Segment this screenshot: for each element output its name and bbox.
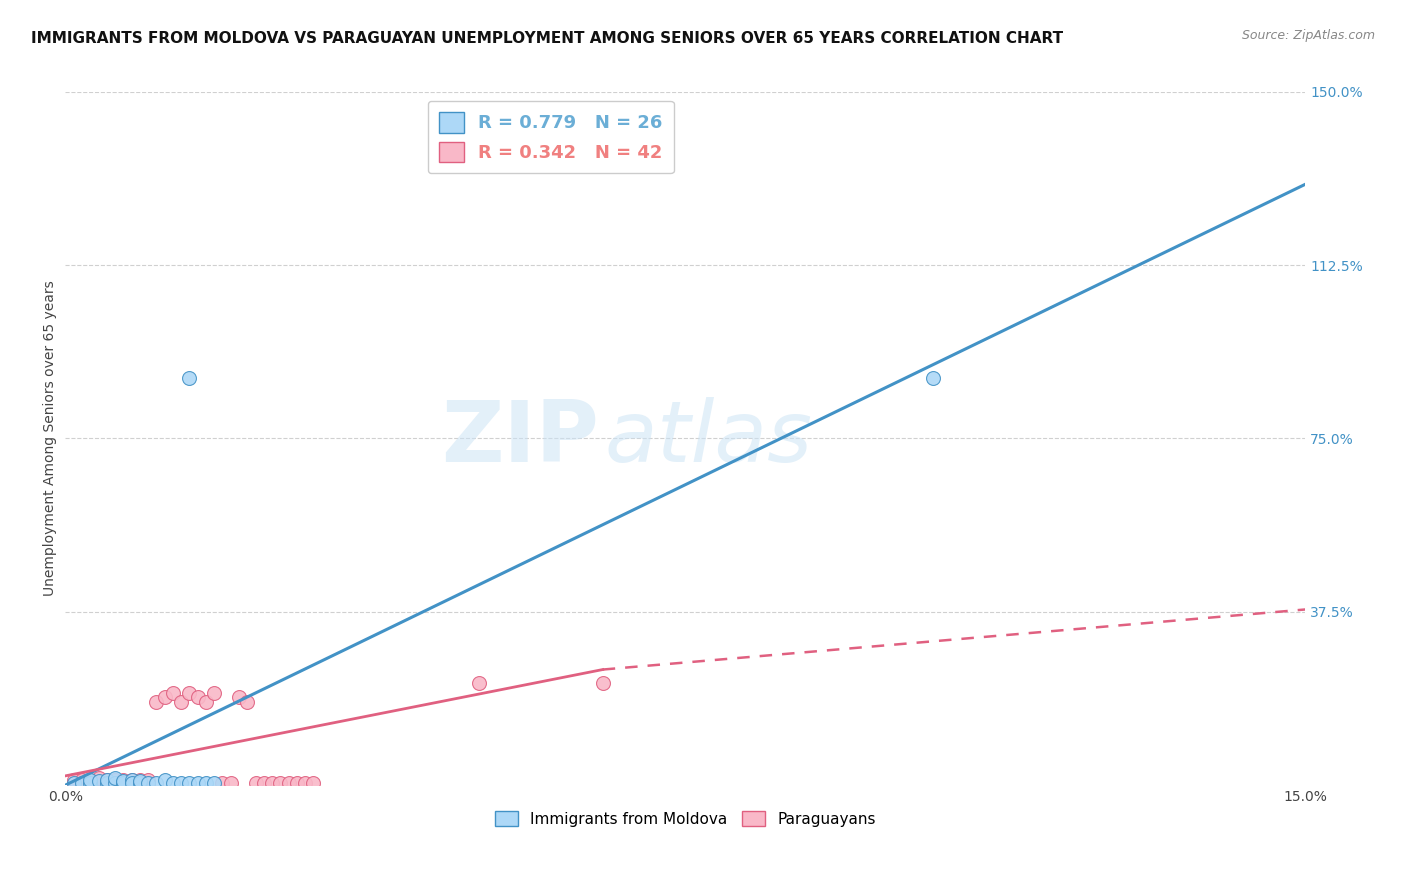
Point [96,773,118,788]
Text: IMMIGRANTS FROM MOLDOVA VS PARAGUAYAN UNEMPLOYMENT AMONG SENIORS OVER 65 YEARS C: IMMIGRANTS FROM MOLDOVA VS PARAGUAYAN UN… [31,31,1063,46]
Point [104,776,127,790]
Point [104,776,127,790]
Point [121,773,143,788]
Point [219,776,242,790]
Point [253,776,276,790]
Point [170,695,193,709]
Point [179,776,201,790]
Point [194,776,217,790]
Point [62,773,84,788]
Text: Source: ZipAtlas.com: Source: ZipAtlas.com [1241,29,1375,42]
Point [922,371,945,385]
Point [302,776,325,790]
Point [62,776,84,790]
Point [179,371,201,385]
Point [87,776,110,790]
Point [79,776,101,790]
Point [79,773,101,788]
Point [170,776,193,790]
Point [121,776,143,790]
Point [467,676,489,690]
Point [202,776,225,790]
Point [79,773,101,788]
Point [87,771,110,785]
Point [121,776,143,790]
Text: atlas: atlas [605,397,813,480]
Point [62,776,84,790]
Point [96,773,118,788]
Point [294,776,316,790]
Point [128,773,150,788]
Point [70,776,93,790]
Legend: Immigrants from Moldova, Paraguayans: Immigrants from Moldova, Paraguayans [489,805,882,833]
Y-axis label: Unemployment Among Seniors over 65 years: Unemployment Among Seniors over 65 years [44,281,58,597]
Point [128,776,150,790]
Point [202,686,225,700]
Point [145,776,167,790]
Point [70,773,93,788]
Point [228,690,250,705]
Point [128,776,150,790]
Point [136,776,159,790]
Point [269,776,291,790]
Point [96,776,118,790]
Point [145,695,167,709]
Point [236,695,259,709]
Point [121,773,143,788]
Point [128,774,150,789]
Point [262,776,284,790]
Point [104,771,127,785]
Point [79,776,101,790]
Point [245,776,267,790]
Point [162,776,184,790]
Point [153,773,176,788]
Point [592,676,614,690]
Point [194,695,217,709]
Point [187,776,209,790]
Point [112,773,135,788]
Point [187,690,209,705]
Point [277,776,299,790]
Point [136,776,159,790]
Point [112,776,135,790]
Point [179,686,201,700]
Text: ZIP: ZIP [441,397,599,480]
Point [211,776,233,790]
Point [112,774,135,789]
Point [153,690,176,705]
Point [112,776,135,790]
Point [136,773,159,788]
Point [104,773,127,788]
Point [285,776,308,790]
Point [162,686,184,700]
Point [70,776,93,790]
Point [87,774,110,789]
Point [96,776,118,790]
